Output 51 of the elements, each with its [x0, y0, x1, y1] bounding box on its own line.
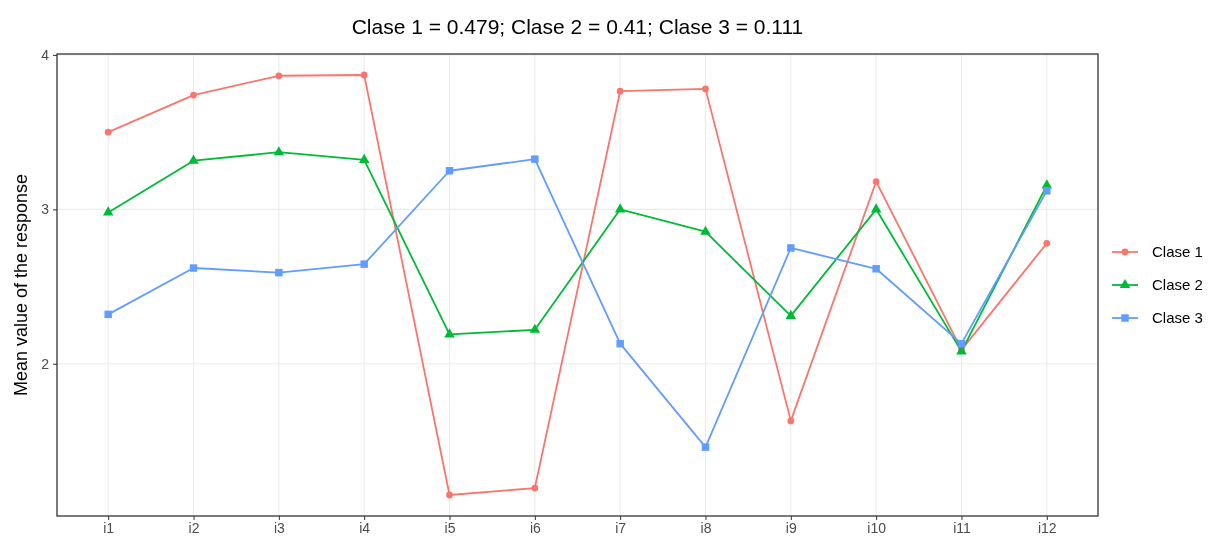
point	[614, 203, 626, 213]
x-tick-label: i7	[615, 519, 627, 536]
x-tick-label: i11	[953, 519, 971, 536]
x-tick-label: i8	[700, 519, 712, 536]
point	[360, 260, 368, 268]
point	[702, 85, 709, 93]
point	[190, 91, 197, 99]
point	[701, 443, 710, 451]
point	[1043, 239, 1051, 247]
point	[275, 72, 283, 80]
x-tick-label: i10	[867, 519, 887, 536]
point	[358, 153, 370, 163]
point	[870, 203, 882, 213]
x-tick-label: i2	[188, 519, 200, 536]
chart-title: Clase 1 = 0.479; Clase 2 = 0.41; Clase 3 = 0.111	[351, 15, 804, 38]
legend-label: Clase 1	[1152, 243, 1203, 261]
point	[275, 268, 283, 277]
y-tick-label: 4	[41, 46, 50, 63]
point	[189, 264, 198, 272]
point	[787, 244, 795, 252]
point	[444, 328, 455, 338]
x-tick-label: i6	[529, 519, 541, 536]
point	[616, 87, 624, 95]
point	[188, 154, 199, 164]
point	[531, 155, 539, 163]
x-tick-label: i1	[103, 519, 115, 536]
point	[273, 146, 285, 156]
y-tick-label: 3	[41, 201, 50, 218]
point	[104, 310, 112, 319]
point	[104, 128, 112, 136]
x-tick-label: i9	[785, 519, 797, 536]
point	[700, 225, 711, 235]
point	[446, 491, 453, 499]
legend-label: Clase 2	[1152, 276, 1203, 294]
point	[616, 339, 624, 348]
point	[360, 71, 368, 79]
point	[529, 323, 541, 333]
x-tick-label: i4	[359, 519, 371, 536]
y-axis-title: Mean value of the response	[11, 173, 31, 397]
legend-label: Clase 3	[1152, 309, 1203, 327]
point	[1043, 187, 1051, 195]
point	[531, 484, 539, 492]
x-tick-label: i3	[273, 519, 286, 536]
x-tick-label: i12	[1037, 519, 1057, 536]
point	[102, 206, 114, 216]
x-tick-label: i5	[444, 519, 456, 536]
point	[785, 309, 797, 319]
point	[872, 265, 880, 273]
y-tick-label: 2	[41, 355, 50, 372]
point	[872, 178, 880, 185]
point	[787, 417, 795, 425]
